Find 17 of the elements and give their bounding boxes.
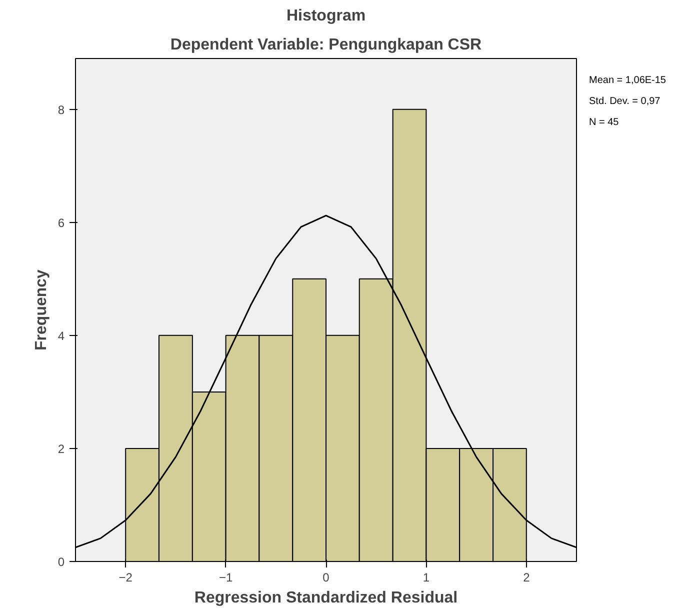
x-axis-title: Regression Standardized Residual	[194, 590, 458, 606]
chart-subtitle: Dependent Variable: Pengungkapan CSR	[170, 36, 482, 54]
x-tick-label: 1	[422, 570, 430, 584]
y-tick-label: 6	[58, 216, 65, 230]
x-tick-label: 2	[523, 570, 530, 584]
x-tick-label: −2	[118, 570, 133, 584]
x-tick-label: −1	[218, 570, 233, 584]
chart-title: Histogram	[286, 8, 366, 24]
y-tick-label: 8	[58, 102, 65, 117]
x-tick-label: 0	[322, 570, 330, 584]
y-tick-label: 0	[58, 555, 65, 569]
y-tick-label: 2	[58, 442, 65, 456]
text: Std. Dev. = 0,97	[589, 96, 660, 107]
y-axis-title: Frequency	[32, 269, 50, 350]
y-tick-label: 4	[58, 328, 65, 343]
text: N = 45	[589, 117, 619, 128]
text: Mean = 1,06E-15	[589, 75, 666, 86]
